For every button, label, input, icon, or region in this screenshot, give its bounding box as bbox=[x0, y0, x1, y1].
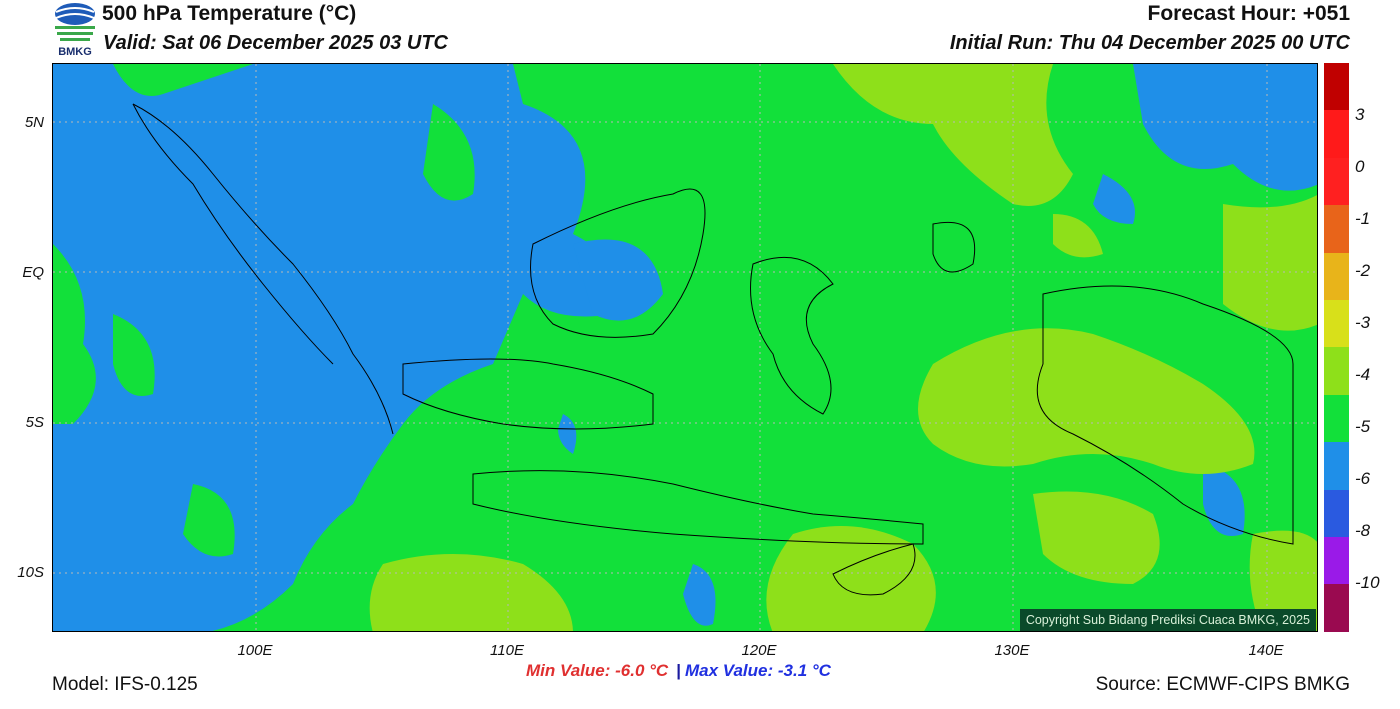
colorbar-segment bbox=[1324, 489, 1349, 538]
colorbar-segment bbox=[1324, 442, 1349, 490]
min-value: Min Value: -6.0 °C bbox=[526, 661, 669, 680]
colorbar-label: -2 bbox=[1355, 261, 1371, 280]
map-canvas bbox=[53, 64, 1317, 631]
colorbar bbox=[1324, 63, 1349, 632]
colorbar-segment bbox=[1324, 63, 1349, 111]
lat-label-eq: EQ bbox=[22, 264, 44, 281]
colorbar-label: 0 bbox=[1355, 157, 1365, 176]
colorbar-label: -10 bbox=[1355, 573, 1380, 592]
lat-label-5s: 5S bbox=[25, 414, 44, 431]
colorbar-label: -1 bbox=[1355, 209, 1371, 228]
lon-label-110e: 110E bbox=[490, 642, 524, 659]
colorbar-label: -6 bbox=[1355, 469, 1371, 488]
colorbar-segment bbox=[1324, 347, 1349, 395]
lat-label-5n: 5N bbox=[24, 114, 44, 131]
separator: | bbox=[676, 661, 681, 680]
model-label: Model: IFS-0.125 bbox=[52, 674, 198, 695]
colorbar-segment bbox=[1324, 537, 1349, 585]
forecast-hour: Forecast Hour: +051 bbox=[1147, 2, 1351, 25]
colorbar-segment bbox=[1324, 394, 1349, 443]
colorbar-label: -5 bbox=[1355, 417, 1371, 436]
source-label: Source: ECMWF-CIPS BMKG bbox=[1095, 674, 1350, 695]
colorbar-segment bbox=[1324, 157, 1349, 206]
colorbar-label: -3 bbox=[1355, 313, 1371, 332]
valid-time: Valid: Sat 06 December 2025 03 UTC bbox=[103, 32, 448, 54]
colorbar-label: 3 bbox=[1355, 105, 1365, 124]
initial-run: Initial Run: Thu 04 December 2025 00 UTC bbox=[949, 32, 1350, 54]
max-value: Max Value: -3.1 °C bbox=[684, 661, 831, 680]
colorbar-segment bbox=[1324, 252, 1349, 301]
temperature-map bbox=[52, 63, 1318, 632]
colorbar-segment bbox=[1324, 205, 1349, 253]
colorbar-label: -8 bbox=[1355, 521, 1371, 540]
lon-label-100e: 100E bbox=[237, 642, 273, 659]
colorbar-segment bbox=[1324, 584, 1349, 632]
colorbar-label: -4 bbox=[1355, 365, 1371, 384]
min-max-values: Min Value: -6.0 °C | Max Value: -3.1 °C bbox=[526, 661, 831, 681]
logo-text: BMKG bbox=[58, 46, 92, 58]
lon-label-130e: 130E bbox=[994, 642, 1030, 659]
lon-label-120e: 120E bbox=[741, 642, 777, 659]
bmkg-logo: BMKG bbox=[52, 0, 98, 60]
lon-label-140e: 140E bbox=[1248, 642, 1284, 659]
colorbar-segment bbox=[1324, 300, 1349, 348]
copyright-note: Copyright Sub Bidang Prediksi Cuaca BMKG… bbox=[1019, 609, 1316, 631]
chart-title: 500 hPa Temperature (°C) bbox=[102, 2, 357, 25]
lat-label-10s: 10S bbox=[17, 564, 44, 581]
colorbar-segment bbox=[1324, 110, 1349, 158]
